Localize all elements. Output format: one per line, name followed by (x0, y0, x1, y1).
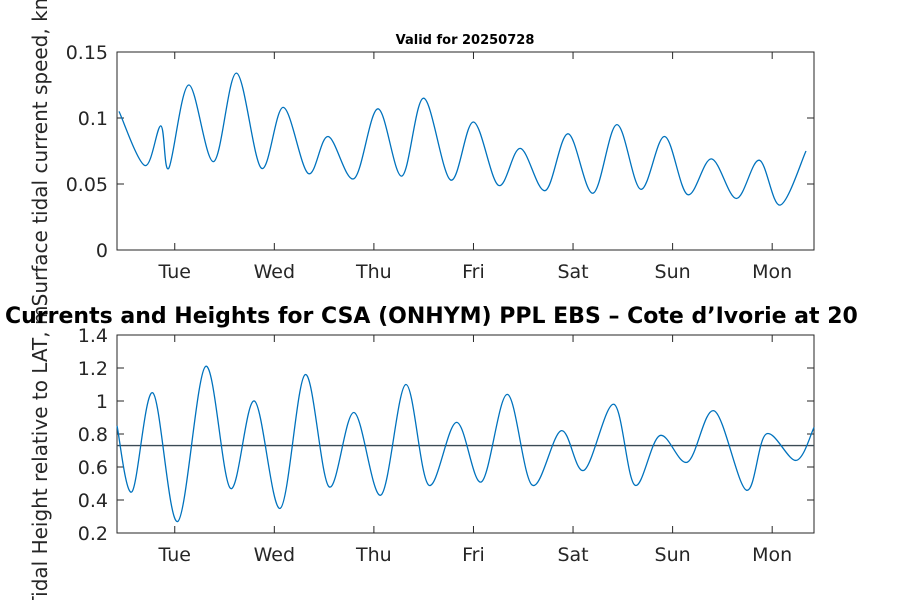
current-speed-xtick-label: Fri (462, 261, 485, 283)
current-speed-subtitle: Valid for 20250728 (396, 33, 535, 48)
tidal-height-xtick-label: Fri (462, 544, 485, 566)
tidal-height-ytick-label: 0.8 (78, 424, 108, 446)
current-speed-yticks: 0 0.05 0.1 0.15 (66, 42, 814, 262)
current-speed-xtick-label: Wed (254, 261, 295, 283)
current-speed-ytick-label: 0.15 (66, 42, 108, 64)
tidal-height-ytick-label: 1.2 (78, 358, 108, 380)
tidal-height-xtick-label: Tue (158, 544, 191, 566)
tidal-height-ytick-label: 0.4 (78, 490, 108, 512)
tidal-height-series (116, 365, 815, 523)
current-speed-series (118, 72, 807, 206)
current-speed-xtick-label: Thu (355, 261, 392, 283)
tidal-height-panel: 0.2 0.4 0.6 0.8 1 1.2 1.4 Tue Wed Thu Fri Sat Sun Mo… (28, 306, 815, 600)
tidal-height-xtick-label: Thu (355, 544, 392, 566)
current-speed-xtick-label: Sat (557, 261, 588, 283)
current-speed-ytick-label: 0.1 (78, 108, 108, 130)
tidal-height-xtick-label: Wed (254, 544, 295, 566)
current-speed-xtick-label: Sun (655, 261, 691, 283)
tidal-height-ytick-label: 0.6 (78, 457, 108, 479)
current-speed-ytick-label: 0 (96, 240, 108, 262)
tidal-height-xtick-label: Mon (752, 544, 792, 566)
current-speed-xticks: Tue Wed Thu Fri Sat Sun Mon (158, 52, 792, 283)
current-speed-xtick-label: Mon (752, 261, 792, 283)
current-speed-ytick-label: 0.05 (66, 174, 108, 196)
tidal-height-ytick-label: 1.4 (78, 325, 108, 347)
tidal-height-ylabel: Tidal Height relative to LAT, m (28, 306, 52, 600)
tidal-height-xticks: Tue Wed Thu Fri Sat Sun Mon (158, 335, 792, 566)
current-speed-axes (116, 51, 815, 251)
current-speed-panel: 0 0.05 0.1 0.15 Tue Wed Thu Fri Sat Sun Mon Valid… (28, 0, 815, 306)
tidal-height-axes (116, 334, 815, 534)
tidal-height-yticks: 0.2 0.4 0.6 0.8 1 1.2 1.4 (78, 325, 814, 545)
main-title: Currents and Heights for CSA (ONHYM) PPL… (5, 304, 858, 329)
tidal-height-xtick-label: Sun (655, 544, 691, 566)
tidal-height-xtick-label: Sat (557, 544, 588, 566)
tidal-height-ytick-label: 1 (96, 391, 108, 413)
current-speed-ylabel: Surface tidal current speed, kn (28, 0, 52, 306)
current-speed-xtick-label: Tue (158, 261, 191, 283)
tidal-height-ytick-label: 0.2 (78, 523, 108, 545)
